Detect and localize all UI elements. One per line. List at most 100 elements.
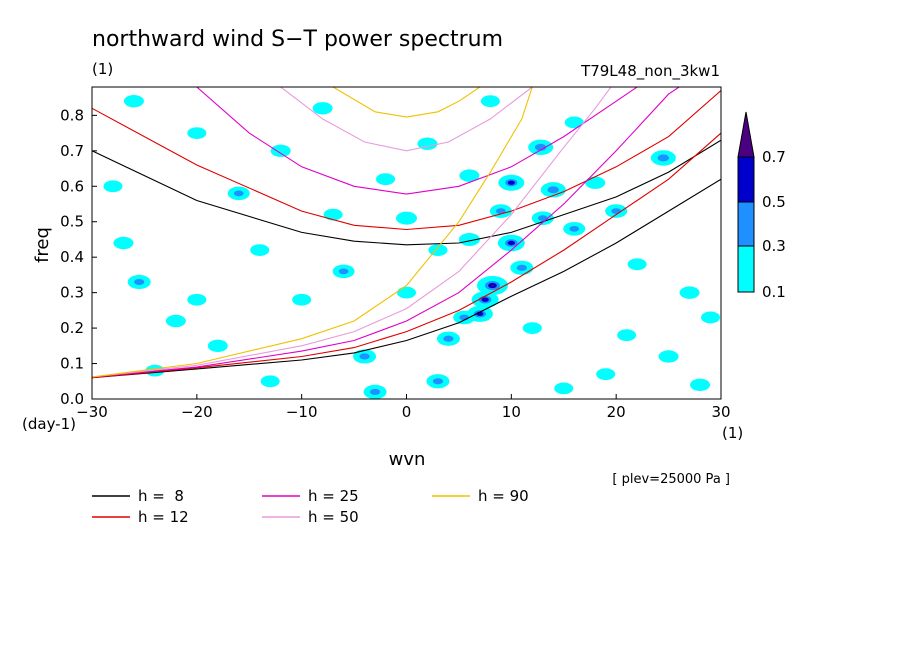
x-tick-label: 20 <box>607 403 626 421</box>
level-note: [ plev=25000 Pa ] <box>612 472 730 487</box>
power-blob <box>113 236 134 250</box>
power-blob <box>627 258 647 271</box>
dispersion-curve <box>92 87 533 378</box>
x-tick-label: −10 <box>286 403 318 421</box>
power-blob <box>187 293 207 306</box>
x-axis-label: wvn <box>389 449 426 470</box>
power-blob <box>679 286 700 299</box>
y-tick-label: 0.7 <box>60 142 84 160</box>
power-blob-max <box>490 284 495 287</box>
power-blob <box>564 116 584 129</box>
chart-title: northward wind S−T power spectrum <box>92 27 503 52</box>
power-blob <box>376 173 396 186</box>
power-blob <box>187 127 207 139</box>
colorbar-label: 0.3 <box>762 237 786 255</box>
colorbar-box <box>737 156 755 203</box>
power-blob-peak <box>507 240 516 246</box>
power-blob-core <box>569 225 580 232</box>
run-label: T79L48_non_3kw1 <box>580 62 720 81</box>
power-blob-core <box>233 190 244 197</box>
dispersion-curve <box>92 132 721 379</box>
dispersion-curve <box>280 87 533 152</box>
colorbar-label: 0.1 <box>762 283 786 301</box>
power-blob-core <box>611 208 621 214</box>
colorbar: 0.1 0.3 0.5 0.7 <box>737 111 786 301</box>
power-blob-core <box>432 378 444 385</box>
power-blob <box>165 314 186 328</box>
power-blob-core <box>359 353 370 360</box>
dispersion-curve <box>92 87 680 378</box>
dispersion-curves <box>92 87 721 379</box>
y-unit-label: (day-1) <box>22 415 76 433</box>
legend: h = 8 h = 12 h = 25 h = 50 h = 90 <box>92 487 529 526</box>
dispersion-curve <box>92 139 721 246</box>
y-axis: 0.0 0.1 0.2 0.3 0.4 0.5 0.6 0.7 0.8 <box>60 106 97 408</box>
colorbar-label: 0.7 <box>762 148 786 166</box>
y-axis-label: freq <box>32 227 53 263</box>
x-tick-label: 30 <box>711 403 730 421</box>
y-tick-label: 0.6 <box>60 177 84 195</box>
power-blob-peak <box>481 297 489 302</box>
y-tick-label: 0.1 <box>60 355 84 373</box>
power-blob-core <box>443 335 454 342</box>
title-unit: (1) <box>92 60 113 78</box>
power-blob <box>397 286 416 299</box>
legend-label: h = 12 <box>138 508 189 526</box>
power-blob-core <box>369 388 381 395</box>
power-blob-core <box>338 268 349 275</box>
power-blob-core <box>657 154 670 162</box>
dispersion-curve <box>196 87 638 195</box>
power-blob-core <box>534 143 547 151</box>
power-blob <box>292 293 312 306</box>
power-blob-core <box>496 208 506 214</box>
power-blob <box>103 180 123 193</box>
power-blob <box>260 375 280 388</box>
power-blob <box>428 244 448 256</box>
power-blob <box>522 322 542 334</box>
dispersion-curve <box>92 87 612 378</box>
x-tick-label: 10 <box>502 403 521 421</box>
y-tick-label: 0.8 <box>60 106 84 124</box>
power-blob <box>323 208 343 221</box>
power-blob <box>480 95 500 108</box>
power-blob <box>585 176 606 189</box>
power-blob <box>617 329 637 342</box>
x-tick-label: −30 <box>76 403 108 421</box>
y-tick-label: 0.0 <box>60 390 84 408</box>
power-blob <box>658 350 679 363</box>
power-blob <box>459 169 480 182</box>
x-tick-label: 0 <box>402 403 412 421</box>
colorbar-arrow <box>737 111 755 158</box>
legend-label: h = 25 <box>308 487 359 505</box>
power-blob-core <box>547 186 559 194</box>
power-blob-core <box>134 278 145 286</box>
power-blob <box>554 382 574 395</box>
plot-frame <box>91 86 722 400</box>
power-blob <box>123 94 144 108</box>
power-blob <box>270 144 291 158</box>
x-tick-label: −20 <box>181 403 213 421</box>
y-tick-label: 0.3 <box>60 284 84 302</box>
colorbar-box <box>737 245 755 293</box>
legend-label: h = 8 <box>138 487 184 505</box>
colorbar-box <box>737 201 755 247</box>
y-tick-label: 0.5 <box>60 213 84 231</box>
power-blob <box>701 311 721 324</box>
power-blob <box>458 232 480 246</box>
legend-label: h = 50 <box>308 508 359 526</box>
colorbar-label: 0.5 <box>762 193 786 211</box>
power-blob-peak <box>507 180 515 185</box>
power-blob <box>312 102 333 115</box>
dispersion-curve <box>92 178 721 379</box>
dispersion-curve <box>92 90 721 231</box>
power-blob-core <box>459 314 469 321</box>
power-blob-core <box>516 264 527 271</box>
power-blob <box>417 137 438 150</box>
legend-label: h = 90 <box>478 487 529 505</box>
power-blob <box>596 368 616 381</box>
y-tick-label: 0.4 <box>60 248 84 266</box>
y-tick-label: 0.2 <box>60 319 84 337</box>
power-blob <box>690 378 711 392</box>
x-axis: −30 −20 −10 0 10 20 30 <box>76 394 731 421</box>
